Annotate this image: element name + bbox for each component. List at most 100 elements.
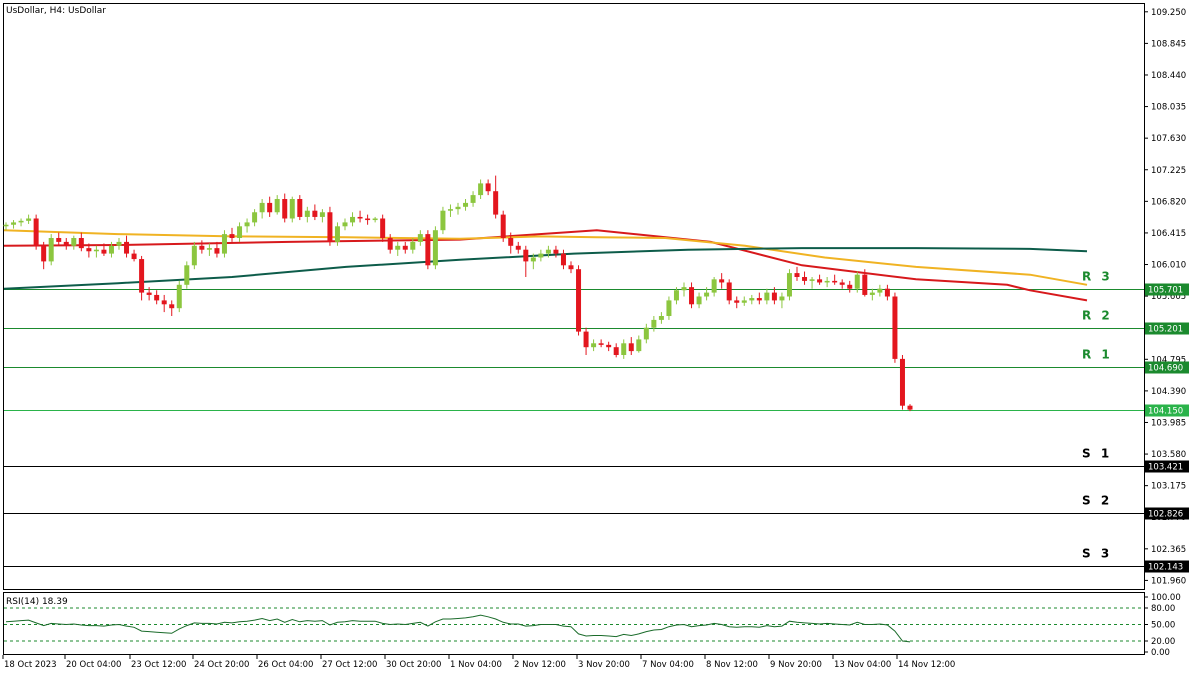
candle-body (666, 300, 672, 316)
candle-body (530, 257, 536, 262)
candle-body (244, 222, 250, 227)
candle-body (779, 296, 785, 301)
candle-body (651, 319, 657, 328)
candle-body (560, 253, 566, 266)
candle-body (161, 300, 167, 305)
candle-body (643, 327, 649, 340)
candles-layer (3, 175, 913, 412)
candle-body (282, 199, 288, 219)
candle-body (116, 241, 122, 246)
candle-body (402, 245, 408, 250)
rsi-plot-frame (3, 592, 1145, 655)
candle-body (681, 287, 687, 291)
candle-body (357, 216, 363, 219)
x-tick-label: 14 Nov 12:00 (898, 660, 955, 670)
level-tag-label: 105.201 (1148, 325, 1183, 335)
candle-body (139, 259, 145, 293)
y-tick-label: 101.960 (1151, 576, 1186, 586)
level-name: R 1 (1082, 348, 1113, 362)
x-tick-label: 24 Oct 20:00 (194, 660, 249, 670)
candle-body (63, 241, 69, 246)
level-name: S 2 (1082, 494, 1112, 508)
level-tag-label: 102.143 (1148, 563, 1183, 573)
candle-body (711, 279, 717, 293)
candle-body (350, 216, 356, 223)
candle-body (26, 218, 32, 221)
candle-body (786, 273, 792, 297)
candle-body (11, 222, 17, 225)
candle-body (289, 199, 295, 219)
candle-body (108, 245, 114, 254)
candle-body (696, 296, 702, 305)
candle-body (101, 249, 107, 254)
candle-body (839, 282, 845, 285)
candle-body (515, 245, 521, 250)
candle-body (704, 292, 710, 297)
level-tag-label: 103.421 (1148, 463, 1183, 473)
y-tick-label: 104.390 (1151, 387, 1186, 397)
candle-body (41, 245, 47, 262)
candle-body (154, 294, 160, 301)
candle-body (56, 238, 62, 242)
main-plot-frame (3, 3, 1145, 590)
candle-body (470, 195, 476, 203)
candle-body (583, 331, 589, 348)
candle-body (907, 405, 913, 410)
y-tick-label: 102.365 (1151, 545, 1186, 555)
rsi-tick-label: 50.00 (1151, 621, 1175, 631)
candle-body (297, 199, 303, 217)
candle-body (440, 210, 446, 231)
candle-body (191, 245, 197, 266)
candle-body (485, 183, 491, 192)
x-tick-label: 26 Oct 04:00 (258, 660, 313, 670)
chart-title: UsDollar, H4: UsDollar (6, 6, 106, 16)
candle-body (508, 238, 514, 246)
y-tick-label: 103.175 (1151, 482, 1186, 492)
candle-body (455, 206, 461, 210)
candle-body (613, 347, 619, 355)
candle-body (124, 241, 130, 254)
candle-body (131, 253, 137, 260)
time-axis: 18 Oct 2023 20 Oct 04:00 23 Oct 12:00 24 Oc… (2, 655, 955, 670)
y-tick-label: 106.415 (1151, 229, 1186, 239)
y-tick-label: 108.035 (1151, 103, 1186, 113)
candle-body (229, 234, 235, 238)
rsi-line (5, 614, 911, 643)
candle-body (892, 296, 898, 359)
candle-body (342, 222, 348, 227)
x-tick-label: 1 Nov 04:00 (450, 660, 502, 670)
candle-body (71, 238, 77, 246)
candle-body (237, 226, 243, 238)
level-name: S 1 (1082, 447, 1112, 461)
x-tick-label: 30 Oct 20:00 (386, 660, 441, 670)
moving-average-line (3, 247, 1088, 290)
candle-body (673, 290, 679, 301)
candle-body (334, 226, 340, 242)
candle-body (764, 292, 770, 301)
y-tick-label: 109.250 (1151, 8, 1186, 18)
candle-body (432, 230, 438, 266)
candle-body (206, 248, 212, 250)
level-tag (1145, 322, 1189, 335)
candle-body (568, 265, 574, 270)
candle-body (899, 358, 905, 406)
candle-body (854, 274, 860, 289)
candle-body (312, 210, 318, 217)
y-tick-label: 103.985 (1151, 418, 1186, 428)
x-tick-label: 20 Oct 04:00 (66, 660, 121, 670)
candle-body (267, 202, 273, 213)
candle-body (877, 288, 883, 293)
candle-body (538, 253, 544, 258)
x-tick-label: 9 Nov 20:00 (770, 660, 822, 670)
candle-body (176, 284, 182, 309)
candle-body (319, 212, 325, 217)
candle-body (832, 280, 838, 283)
candle-body (447, 209, 453, 211)
candle-body (726, 282, 732, 301)
rsi-tick-label: 0.00 (1151, 648, 1170, 658)
x-tick-label: 18 Oct 2023 (4, 660, 57, 670)
y-tick-label: 107.630 (1151, 134, 1186, 144)
candle-body (621, 343, 627, 355)
candle-body (478, 183, 484, 196)
